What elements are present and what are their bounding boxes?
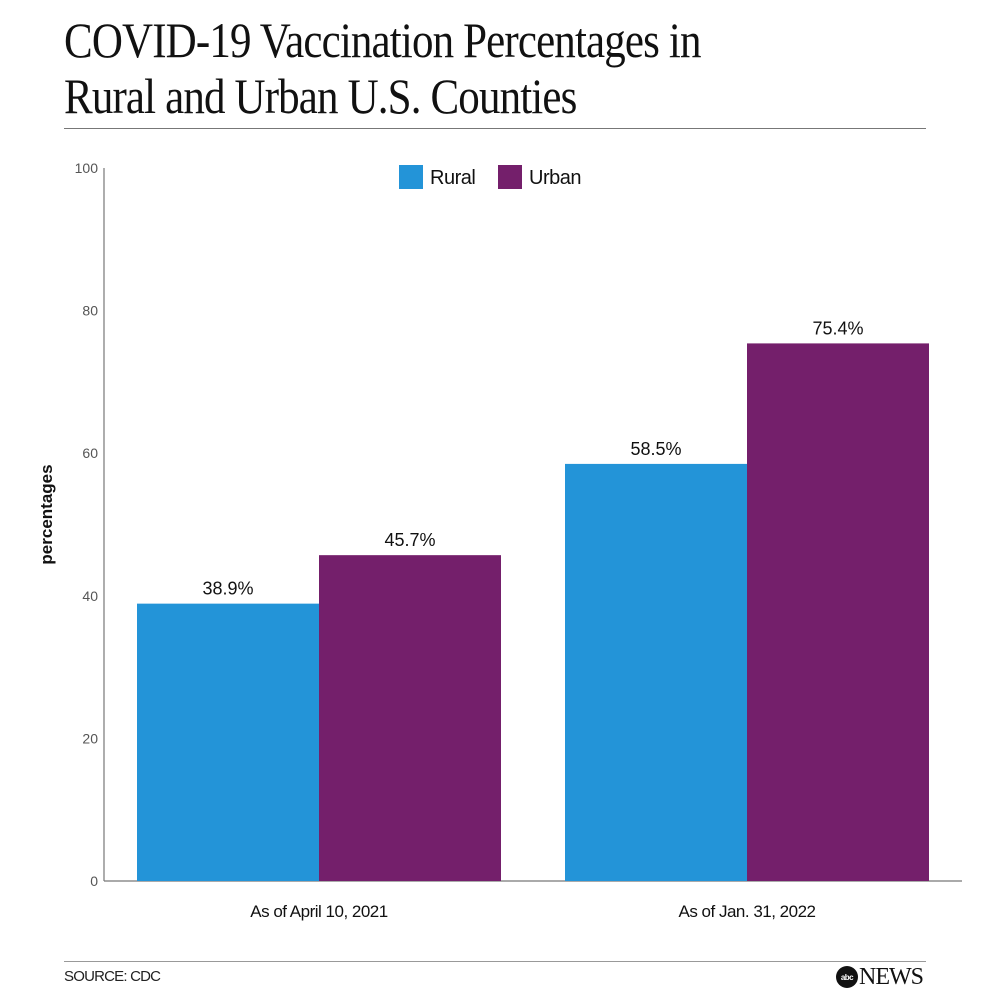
news-wordmark: NEWS bbox=[859, 964, 924, 990]
y-tick-label: 80 bbox=[82, 303, 98, 319]
data-label-rural-0: 38.9% bbox=[202, 579, 253, 599]
data-label-urban-0: 45.7% bbox=[384, 530, 435, 550]
bar-urban-1 bbox=[747, 343, 929, 881]
bar-urban-0 bbox=[319, 555, 501, 881]
y-tick-label: 40 bbox=[82, 588, 98, 604]
chart-title: COVID-19 Vaccination Percentages in Rura… bbox=[64, 12, 821, 124]
title-divider bbox=[64, 128, 926, 129]
bar-chart: 0 20 40 60 80 100 percentages 38.9% 45.7% As of A… bbox=[37, 160, 962, 921]
legend-swatch-rural bbox=[399, 165, 423, 189]
y-tick-label: 20 bbox=[82, 730, 98, 746]
y-tick-label: 100 bbox=[75, 160, 99, 176]
y-axis-label: percentages bbox=[37, 464, 56, 564]
legend-label-urban: Urban bbox=[529, 167, 581, 189]
bar-rural-1 bbox=[565, 463, 747, 881]
x-tick-label: As of April 10, 2021 bbox=[250, 902, 387, 921]
legend-swatch-urban bbox=[498, 165, 522, 189]
abc-logo-icon: abc bbox=[836, 966, 858, 988]
x-tick-label: As of Jan. 31, 2022 bbox=[679, 902, 816, 921]
y-tick-label: 0 bbox=[90, 873, 98, 889]
legend-label-rural: Rural bbox=[430, 167, 475, 189]
source-credit: SOURCE: CDC bbox=[64, 968, 161, 985]
chart-title-line-1: COVID-19 Vaccination Percentages in bbox=[64, 12, 701, 68]
abc-news-logo: abc NEWS bbox=[836, 964, 924, 990]
y-tick-label: 60 bbox=[82, 445, 98, 461]
chart-title-line-2: Rural and Urban U.S. Counties bbox=[64, 68, 577, 124]
bar-rural-0 bbox=[137, 603, 319, 881]
data-label-rural-1: 58.5% bbox=[630, 439, 681, 459]
data-label-urban-1: 75.4% bbox=[812, 318, 863, 338]
footer-divider bbox=[64, 961, 926, 962]
